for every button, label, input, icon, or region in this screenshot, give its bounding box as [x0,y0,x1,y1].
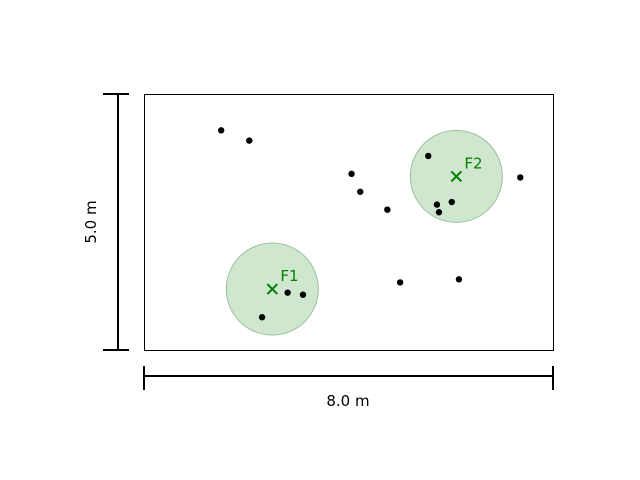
facility-layer: F1 F2 [266,154,483,295]
facility-label-f2: F2 [464,154,482,172]
height-dimension-label: 5.0 m [82,200,100,243]
facility-label-f1: F1 [280,267,298,285]
width-dimension-label: 8.0 m [326,392,369,410]
room-boundary [144,94,554,351]
demand-point [348,170,355,178]
demand-point [448,198,455,206]
height-dimension [103,93,129,351]
demand-point [246,137,253,144]
demand-point [284,289,291,296]
demand-point [455,276,463,283]
demand-point [299,291,307,298]
demand-point [517,174,524,181]
demand-point [258,314,266,321]
demand-point [357,188,364,195]
demand-point [384,206,391,213]
demand-point [435,209,443,216]
facility-marker-f2 [450,170,463,183]
demand-point [396,279,404,286]
facility-cross-stroke [266,283,279,295]
demand-point [425,152,432,160]
demand-point [433,201,441,208]
facility-cross-stroke [450,170,463,183]
points-layer [217,127,524,321]
width-dimension [143,366,554,390]
facility-marker-f1 [266,283,279,295]
demand-point [217,127,225,134]
